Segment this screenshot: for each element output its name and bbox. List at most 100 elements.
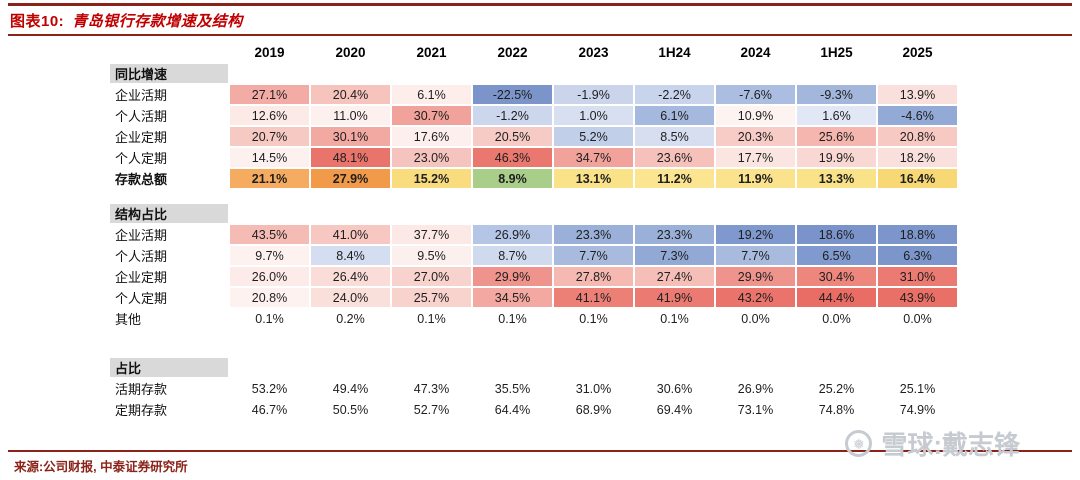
value-cell: 23.0% <box>392 148 471 167</box>
value-cell: 30.4% <box>797 267 876 286</box>
value-cell: 6.1% <box>635 106 714 125</box>
empty-cell <box>635 64 714 83</box>
value-cell: 0.1% <box>579 311 608 326</box>
value-cell: 0.1% <box>498 311 527 326</box>
empty-cell <box>230 64 309 83</box>
empty-cell <box>311 64 390 83</box>
value-cell: 11.9% <box>716 169 795 188</box>
value-cell: 49.4% <box>332 381 369 396</box>
empty-cell <box>392 358 471 377</box>
section-header-row: 占比 <box>110 358 957 377</box>
empty-cell <box>716 358 795 377</box>
value-cell: 26.4% <box>311 267 390 286</box>
empty-cell <box>797 358 876 377</box>
value-cell: 17.7% <box>716 148 795 167</box>
value-cell: 73.1% <box>737 402 774 417</box>
value-cell: 20.5% <box>473 127 552 146</box>
value-cell: 31.0% <box>878 267 957 286</box>
value-cell: 0.2% <box>336 311 365 326</box>
value-cell: 9.5% <box>392 246 471 265</box>
value-cell: 46.7% <box>251 402 288 417</box>
value-cell: 25.2% <box>818 381 855 396</box>
value-cell: 9.7% <box>230 246 309 265</box>
value-cell: 8.4% <box>311 246 390 265</box>
empty-cell <box>878 204 957 223</box>
top-divider <box>8 3 1072 6</box>
year-header: 1H24 <box>658 45 691 60</box>
value-cell: 0.1% <box>417 311 446 326</box>
section-header-row: 同比增速 <box>110 64 957 83</box>
value-cell: 20.4% <box>311 85 390 104</box>
year-header: 1H25 <box>820 45 853 60</box>
row-label: 个人活期 <box>115 249 168 264</box>
value-cell: 14.5% <box>230 148 309 167</box>
value-cell: 20.8% <box>878 127 957 146</box>
year-header: 2024 <box>740 45 771 60</box>
value-cell: 5.2% <box>554 127 633 146</box>
value-cell: 20.8% <box>230 288 309 307</box>
spacer-cell <box>110 344 957 356</box>
value-cell: -1.2% <box>473 106 552 125</box>
empty-cell <box>230 204 309 223</box>
bottom-divider <box>8 450 1072 452</box>
value-cell: 53.2% <box>251 381 288 396</box>
row-label: 其他 <box>115 312 142 327</box>
value-cell: 48.1% <box>311 148 390 167</box>
table-row: 企业定期 20.7% 30.1% 17.6% 20.5% 5.2% 8.5% 20.3% 25.… <box>110 127 957 146</box>
value-cell: 13.1% <box>554 169 633 188</box>
value-cell: 25.6% <box>797 127 876 146</box>
value-cell: 27.0% <box>392 267 471 286</box>
value-cell: 6.1% <box>392 85 471 104</box>
value-cell: 25.1% <box>899 381 936 396</box>
empty-cell <box>473 64 552 83</box>
value-cell: -9.3% <box>797 85 876 104</box>
corner-cell <box>110 43 228 62</box>
value-cell: 26.9% <box>473 225 552 244</box>
year-header: 2020 <box>335 45 366 60</box>
value-cell: 74.8% <box>818 402 855 417</box>
table-row: 企业活期 43.5% 41.0% 37.7% 26.9% 23.3% 23.3% 19.2% 1… <box>110 225 957 244</box>
value-cell: 8.9% <box>473 169 552 188</box>
value-cell: 37.7% <box>392 225 471 244</box>
value-cell: 13.9% <box>878 85 957 104</box>
row-label: 企业定期 <box>115 130 168 145</box>
table-row: 个人活期 9.7% 8.4% 9.5% 8.7% 7.7% 7.3% 7.7% 6.5% 6.3% <box>110 246 957 265</box>
value-cell: 0.0% <box>903 311 932 326</box>
value-cell: 13.3% <box>797 169 876 188</box>
empty-cell <box>311 204 390 223</box>
value-cell: 27.1% <box>230 85 309 104</box>
value-cell: 18.6% <box>797 225 876 244</box>
value-cell: 64.4% <box>494 402 531 417</box>
section-header: 占比 <box>110 358 228 377</box>
value-cell: 30.1% <box>311 127 390 146</box>
value-cell: 29.9% <box>716 267 795 286</box>
year-header: 2019 <box>254 45 285 60</box>
value-cell: 50.5% <box>332 402 369 417</box>
value-cell: 69.4% <box>656 402 693 417</box>
figure-title-prefix: 图表10: <box>10 13 65 30</box>
empty-cell <box>716 204 795 223</box>
value-cell: 34.7% <box>554 148 633 167</box>
empty-cell <box>554 358 633 377</box>
row-label: 企业定期 <box>115 270 168 285</box>
xueqiu-logo-icon: ❅ <box>845 430 873 457</box>
value-cell: 20.7% <box>230 127 309 146</box>
spacer-row <box>110 330 957 342</box>
empty-cell <box>392 64 471 83</box>
row-label: 定期存款 <box>115 403 168 418</box>
figure-title: 图表10: 青岛银行存款增速及结构 <box>8 6 1072 34</box>
value-cell: 41.9% <box>635 288 714 307</box>
value-cell: -22.5% <box>473 85 552 104</box>
value-cell: 7.3% <box>635 246 714 265</box>
value-cell: 26.9% <box>737 381 774 396</box>
figure-title-text: 青岛银行存款增速及结构 <box>72 13 243 30</box>
value-cell: 16.4% <box>878 169 957 188</box>
value-cell: 10.9% <box>716 106 795 125</box>
empty-cell <box>797 64 876 83</box>
table-row: 活期存款 53.2% 49.4% 47.3% 35.5% 31.0% 30.6% 26.9% 2… <box>110 379 957 398</box>
value-cell: 20.3% <box>716 127 795 146</box>
value-cell: 18.8% <box>878 225 957 244</box>
empty-cell <box>716 64 795 83</box>
value-cell: 25.7% <box>392 288 471 307</box>
